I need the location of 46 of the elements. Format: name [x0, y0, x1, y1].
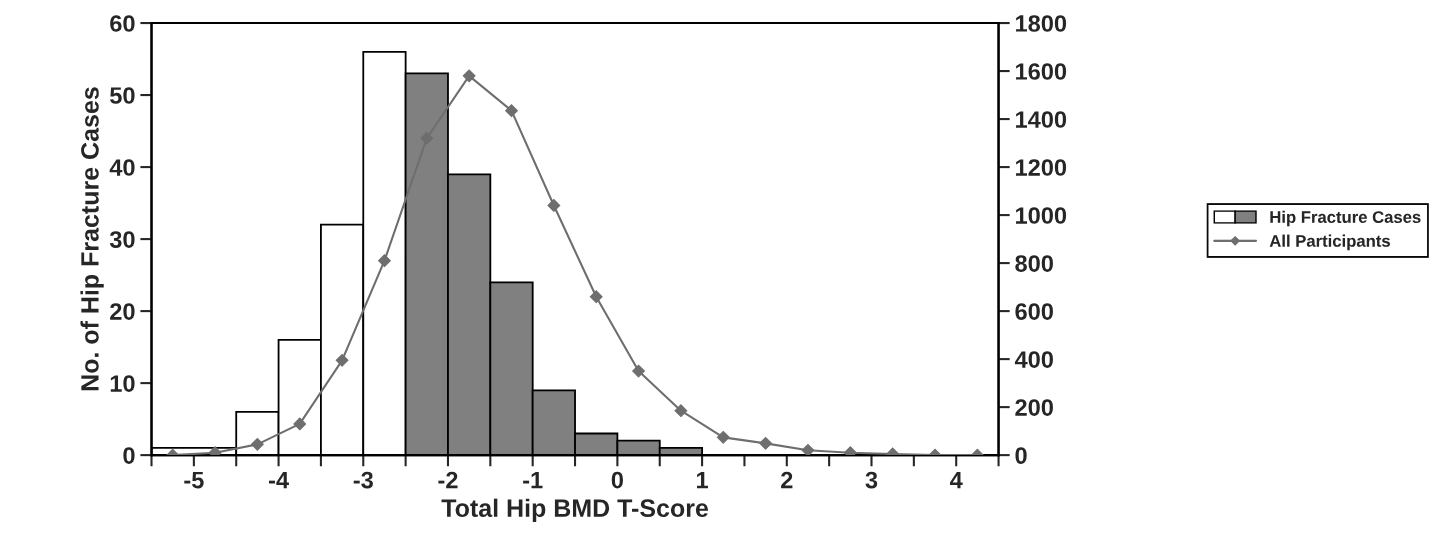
y2-tick-label: 1600 [1016, 63, 1067, 80]
x-tick-label: 0 [611, 471, 623, 489]
x-tick-label: 3 [865, 471, 878, 489]
point [547, 199, 561, 212]
legend-label: Hip Fracture Cases [1270, 210, 1421, 227]
point [293, 417, 307, 431]
y-tick-label: 40 [109, 159, 135, 176]
x-tick-label: -1 [523, 471, 543, 489]
point [335, 353, 349, 367]
x-tick-label: -2 [438, 471, 458, 489]
point [632, 364, 645, 378]
y2-tick-label: 1200 [1016, 159, 1067, 176]
x-tick-label: -4 [269, 471, 289, 489]
x-axis-title: Total Hip BMD T-Score [441, 498, 708, 522]
y2-tick-label: 400 [1014, 351, 1053, 368]
point [505, 104, 518, 118]
y2-tick-label: 200 [1015, 399, 1053, 416]
x-tick-label: 2 [781, 471, 793, 489]
point [674, 404, 688, 418]
point [759, 436, 773, 450]
y2-tick-label: 1800 [1016, 15, 1067, 32]
x-tick-label: -3 [353, 471, 373, 489]
y2-tick-label: 1400 [1016, 111, 1067, 128]
point [843, 446, 857, 456]
y-tick-label: 20 [110, 303, 135, 320]
point [378, 254, 391, 268]
point [589, 290, 603, 304]
y2-tick-label: 0 [1015, 447, 1027, 464]
point [462, 69, 476, 83]
y2-tick-label: 600 [1015, 303, 1053, 320]
y-tick-label: 60 [110, 15, 135, 32]
y-axis-title: No. of Hip Fracture Cases [80, 87, 104, 391]
point [208, 446, 222, 456]
point [801, 443, 815, 456]
x-tick-label: -5 [184, 471, 204, 489]
y-tick-label: 0 [123, 447, 135, 464]
legend-label: All Participants [1269, 234, 1390, 251]
point [716, 430, 730, 444]
x-tick-label: 4 [950, 471, 963, 489]
point [250, 437, 264, 451]
x-tick-label: 1 [697, 471, 708, 489]
y2-tick-label: 1000 [1016, 207, 1067, 224]
y2-tick-label: 800 [1015, 255, 1053, 272]
y-tick-label: 10 [110, 375, 135, 392]
y-tick-label: 30 [109, 231, 135, 248]
y-tick-label: 50 [110, 87, 135, 104]
